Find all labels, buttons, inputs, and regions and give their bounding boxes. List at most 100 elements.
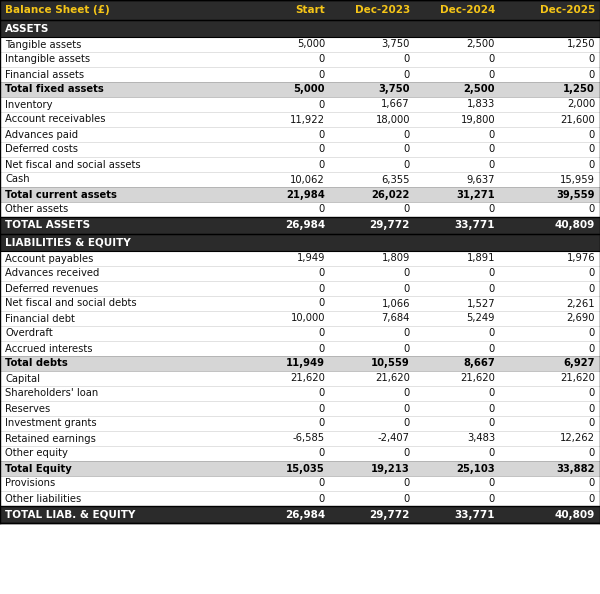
- Text: Provisions: Provisions: [5, 479, 55, 488]
- Text: 0: 0: [589, 403, 595, 413]
- Text: 11,949: 11,949: [286, 359, 325, 368]
- Text: 0: 0: [489, 448, 495, 459]
- Text: Total current assets: Total current assets: [5, 189, 117, 200]
- Bar: [0, 82, 600, 97]
- Text: 0: 0: [404, 448, 410, 459]
- Text: 0: 0: [404, 343, 410, 353]
- Text: 0: 0: [319, 268, 325, 279]
- Text: 7,684: 7,684: [382, 314, 410, 324]
- Text: 0: 0: [319, 129, 325, 140]
- Text: 0: 0: [589, 268, 595, 279]
- Text: 5,000: 5,000: [297, 39, 325, 49]
- Text: 1,527: 1,527: [466, 299, 495, 308]
- Text: 9,637: 9,637: [467, 175, 495, 185]
- Text: 0: 0: [404, 283, 410, 293]
- Text: 0: 0: [404, 479, 410, 488]
- Text: 0: 0: [404, 419, 410, 428]
- Text: 0: 0: [489, 419, 495, 428]
- Text: 1,250: 1,250: [563, 84, 595, 94]
- Text: 0: 0: [489, 160, 495, 169]
- Text: 2,500: 2,500: [464, 84, 495, 94]
- Bar: [0, 401, 600, 416]
- Text: 0: 0: [489, 144, 495, 154]
- Text: 0: 0: [589, 328, 595, 339]
- Text: 0: 0: [404, 268, 410, 279]
- Text: 1,891: 1,891: [467, 254, 495, 264]
- Text: 0: 0: [489, 494, 495, 504]
- Text: 6,927: 6,927: [563, 359, 595, 368]
- Text: Dec-2024: Dec-2024: [440, 5, 495, 15]
- Bar: [0, 112, 600, 127]
- Bar: [0, 356, 600, 371]
- Text: 0: 0: [319, 403, 325, 413]
- Text: 2,261: 2,261: [566, 299, 595, 308]
- Text: 0: 0: [589, 283, 595, 293]
- Text: 0: 0: [319, 299, 325, 308]
- Text: Net fiscal and social assets: Net fiscal and social assets: [5, 160, 140, 169]
- Text: -2,407: -2,407: [378, 434, 410, 444]
- Text: 26,984: 26,984: [285, 510, 325, 520]
- Text: 0: 0: [404, 494, 410, 504]
- Text: 0: 0: [319, 343, 325, 353]
- Text: 0: 0: [489, 69, 495, 80]
- Text: 0: 0: [319, 283, 325, 293]
- Text: 0: 0: [319, 69, 325, 80]
- Bar: [0, 234, 600, 251]
- Text: 21,600: 21,600: [560, 115, 595, 125]
- Text: 0: 0: [319, 160, 325, 169]
- Bar: [0, 326, 600, 341]
- Bar: [0, 97, 600, 112]
- Text: Dec-2023: Dec-2023: [355, 5, 410, 15]
- Text: 0: 0: [404, 388, 410, 399]
- Text: 1,066: 1,066: [382, 299, 410, 308]
- Text: 0: 0: [489, 55, 495, 65]
- Bar: [0, 461, 600, 476]
- Text: Overdraft: Overdraft: [5, 328, 53, 339]
- Bar: [0, 296, 600, 311]
- Bar: [0, 37, 600, 52]
- Bar: [0, 371, 600, 386]
- Text: Inventory: Inventory: [5, 100, 53, 109]
- Text: LIABILITIES & EQUITY: LIABILITIES & EQUITY: [5, 238, 131, 248]
- Text: 8,667: 8,667: [463, 359, 495, 368]
- Text: 29,772: 29,772: [370, 220, 410, 230]
- Text: Other equity: Other equity: [5, 448, 68, 459]
- Text: 3,483: 3,483: [467, 434, 495, 444]
- Text: 15,959: 15,959: [560, 175, 595, 185]
- Text: 10,062: 10,062: [290, 175, 325, 185]
- Bar: [0, 187, 600, 202]
- Bar: [0, 157, 600, 172]
- Text: 0: 0: [589, 494, 595, 504]
- Text: 0: 0: [589, 204, 595, 214]
- Bar: [0, 476, 600, 491]
- Text: 0: 0: [319, 494, 325, 504]
- Bar: [0, 341, 600, 356]
- Bar: [0, 446, 600, 461]
- Text: 21,620: 21,620: [460, 374, 495, 384]
- Text: 0: 0: [589, 69, 595, 80]
- Text: 26,984: 26,984: [285, 220, 325, 230]
- Text: 25,103: 25,103: [457, 463, 495, 473]
- Text: 31,271: 31,271: [456, 189, 495, 200]
- Text: 1,949: 1,949: [296, 254, 325, 264]
- Text: 1,976: 1,976: [566, 254, 595, 264]
- Text: 0: 0: [489, 204, 495, 214]
- Text: 0: 0: [404, 129, 410, 140]
- Text: 0: 0: [589, 343, 595, 353]
- Text: 1,833: 1,833: [467, 100, 495, 109]
- Text: -6,585: -6,585: [293, 434, 325, 444]
- Text: 0: 0: [589, 160, 595, 169]
- Text: 0: 0: [589, 388, 595, 399]
- Text: Accrued interests: Accrued interests: [5, 343, 92, 353]
- Text: 0: 0: [489, 268, 495, 279]
- Text: Account receivables: Account receivables: [5, 115, 106, 125]
- Text: 39,559: 39,559: [557, 189, 595, 200]
- Bar: [0, 416, 600, 431]
- Text: 1,809: 1,809: [382, 254, 410, 264]
- Text: 0: 0: [589, 129, 595, 140]
- Text: Total debts: Total debts: [5, 359, 68, 368]
- Text: 0: 0: [319, 388, 325, 399]
- Text: 10,559: 10,559: [371, 359, 410, 368]
- Text: Advances paid: Advances paid: [5, 129, 78, 140]
- Text: 0: 0: [489, 388, 495, 399]
